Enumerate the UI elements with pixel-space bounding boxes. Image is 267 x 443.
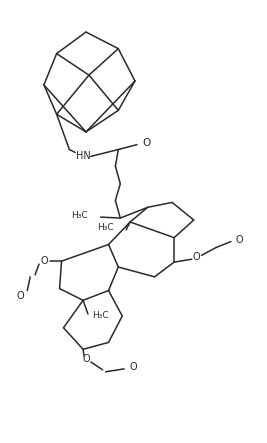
Text: H₃C: H₃C [97, 223, 113, 233]
Text: O: O [40, 256, 48, 266]
Text: O: O [236, 235, 244, 245]
Text: O: O [193, 252, 201, 262]
Text: O: O [129, 362, 137, 372]
Text: HN: HN [76, 152, 91, 161]
Text: H₃C: H₃C [92, 311, 109, 320]
Text: O: O [17, 291, 24, 301]
Text: H₃C: H₃C [71, 210, 88, 220]
Text: O: O [143, 138, 151, 148]
Text: O: O [82, 354, 90, 364]
